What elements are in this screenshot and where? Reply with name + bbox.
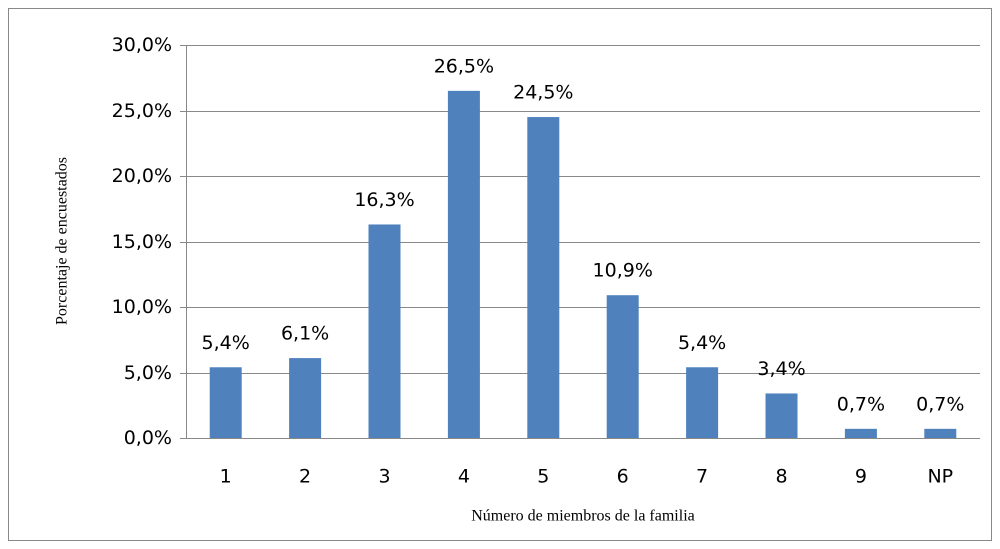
bar <box>765 393 798 438</box>
bar <box>686 367 719 438</box>
data-label: 6,1% <box>281 323 329 345</box>
x-tick-label: NP <box>927 466 953 488</box>
data-label: 3,4% <box>757 358 805 380</box>
data-label: 26,5% <box>434 55 494 77</box>
y-tick-label: 15,0% <box>112 231 172 253</box>
y-tick-label: 0,0% <box>124 427 172 449</box>
data-label: 5,4% <box>678 332 726 354</box>
y-tick-label: 20,0% <box>112 165 172 187</box>
chart-border <box>8 8 992 541</box>
y-tick-label: 25,0% <box>112 100 172 122</box>
x-tick-label: 3 <box>378 466 390 488</box>
x-tick-label: 7 <box>696 466 708 488</box>
bar <box>527 117 560 439</box>
data-label: 0,7% <box>916 393 964 415</box>
bar <box>289 358 322 438</box>
data-label: 5,4% <box>202 332 250 354</box>
x-axis-title: Número de miembros de la familia <box>471 508 694 525</box>
y-axis-title: Porcentaje de encuestados <box>54 157 71 325</box>
y-tick-label: 30,0% <box>112 34 172 56</box>
bar <box>209 367 242 438</box>
x-tick-label: 9 <box>855 466 867 488</box>
bar <box>368 224 401 438</box>
data-label: 10,9% <box>593 260 653 282</box>
x-tick-label: 8 <box>775 466 787 488</box>
data-label: 24,5% <box>513 82 573 104</box>
bar <box>924 428 957 438</box>
x-tick-label: 6 <box>617 466 629 488</box>
y-tick-label: 10,0% <box>112 296 172 318</box>
data-label: 0,7% <box>837 393 885 415</box>
x-tick-label: 2 <box>299 466 311 488</box>
x-tick-label: 1 <box>220 466 232 488</box>
bar <box>844 428 877 438</box>
data-label: 16,3% <box>354 189 414 211</box>
bar <box>447 90 480 438</box>
x-tick-label: 4 <box>458 466 470 488</box>
y-tick-label: 5,0% <box>124 362 172 384</box>
bar <box>606 295 639 438</box>
x-tick-label: 5 <box>537 466 549 488</box>
